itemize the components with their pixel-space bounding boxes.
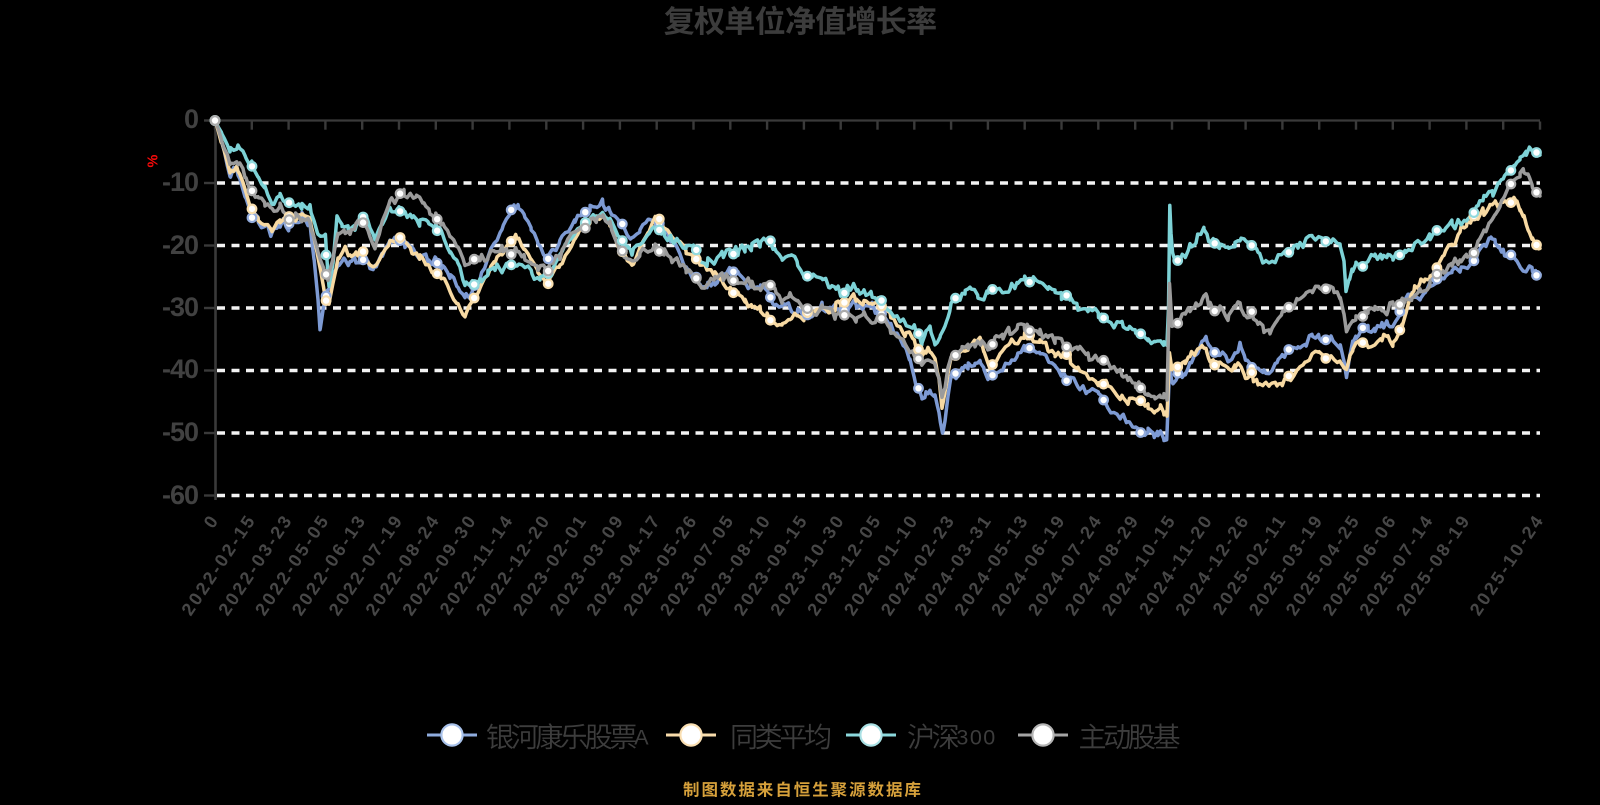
- svg-text:300: 300: [956, 726, 996, 750]
- svg-text:-60: -60: [162, 480, 199, 510]
- svg-text:-50: -50: [162, 417, 199, 447]
- svg-text:-30: -30: [162, 292, 199, 322]
- svg-text:A: A: [634, 726, 650, 750]
- svg-text:%: %: [146, 154, 162, 167]
- svg-text:0: 0: [184, 104, 199, 134]
- svg-text:-20: -20: [162, 230, 199, 260]
- svg-text:-10: -10: [162, 167, 199, 197]
- svg-text:-40: -40: [162, 354, 199, 384]
